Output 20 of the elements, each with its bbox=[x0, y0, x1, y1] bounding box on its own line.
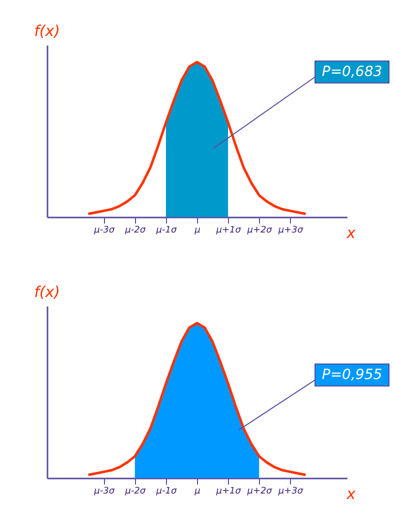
x-tick-label: μ bbox=[194, 486, 201, 496]
x-tick-label: μ-2σ bbox=[124, 486, 146, 496]
x-tick-label: μ-1σ bbox=[155, 226, 177, 236]
y-axis-title: f(x) bbox=[34, 283, 60, 301]
x-tick-label: μ-1σ bbox=[155, 486, 177, 496]
x-tick-label: μ+3σ bbox=[277, 486, 304, 496]
x-tick-label: μ+1σ bbox=[215, 486, 242, 496]
x-tick-label: μ+1σ bbox=[215, 226, 242, 236]
x-axis-title: x bbox=[346, 485, 356, 503]
x-tick-label: μ-3σ bbox=[93, 226, 115, 236]
x-tick-label: μ-2σ bbox=[124, 226, 146, 236]
text: P=0,683 bbox=[322, 64, 382, 80]
y-axis-title: f(x) bbox=[34, 22, 60, 40]
text: P=0,955 bbox=[322, 367, 382, 383]
x-tick-label: μ-3σ bbox=[93, 486, 115, 496]
x-tick-label: μ+2σ bbox=[246, 226, 272, 236]
x-axis-title: x bbox=[346, 224, 356, 242]
x-tick-label: μ bbox=[194, 226, 201, 236]
x-tick-label: μ+2σ bbox=[246, 486, 272, 496]
x-tick-label: μ+3σ bbox=[277, 226, 304, 236]
